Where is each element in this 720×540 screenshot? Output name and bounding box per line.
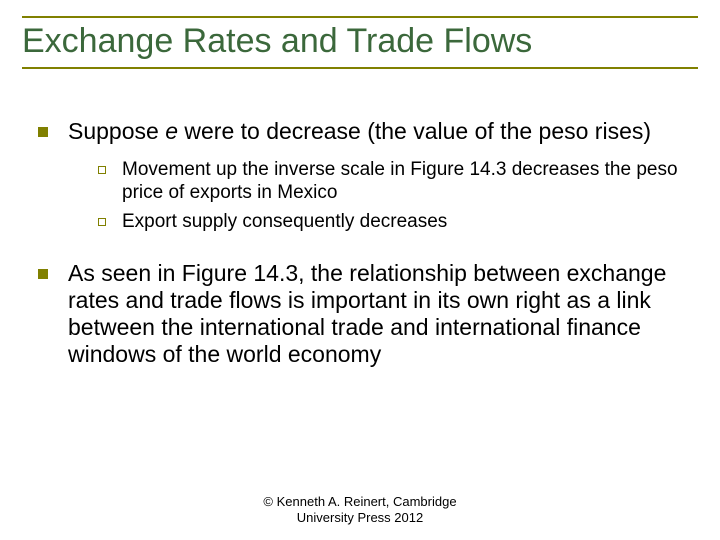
bullet-text: Suppose e were to decrease (the value of… — [68, 118, 686, 242]
bullet-item: Suppose e were to decrease (the value of… — [38, 118, 686, 242]
bullet-text-emph: e — [165, 118, 178, 144]
hollow-square-bullet-icon — [98, 218, 106, 226]
bullet-item: As seen in Figure 14.3, the relationship… — [38, 260, 686, 369]
footer-line2: University Press 2012 — [0, 510, 720, 526]
sub-bullet-text: Movement up the inverse scale in Figure … — [122, 159, 686, 205]
slide: Exchange Rates and Trade Flows Suppose e… — [0, 0, 720, 540]
square-bullet-icon — [38, 269, 48, 279]
content-area: Suppose e were to decrease (the value of… — [38, 118, 686, 386]
sub-bullet-item: Movement up the inverse scale in Figure … — [98, 159, 686, 205]
sub-bullet-item: Export supply consequently decreases — [98, 211, 686, 234]
title-underline — [22, 67, 698, 69]
footer-line1: © Kenneth A. Reinert, Cambridge — [0, 494, 720, 510]
title-block: Exchange Rates and Trade Flows — [22, 16, 698, 69]
footer: © Kenneth A. Reinert, Cambridge Universi… — [0, 494, 720, 527]
bullet-text-post: were to decrease (the value of the peso … — [178, 118, 651, 144]
sub-bullet-text: Export supply consequently decreases — [122, 211, 686, 234]
slide-title: Exchange Rates and Trade Flows — [22, 22, 698, 67]
square-bullet-icon — [38, 127, 48, 137]
title-top-rule — [22, 16, 698, 18]
sub-bullet-list: Movement up the inverse scale in Figure … — [68, 159, 686, 233]
bullet-text: As seen in Figure 14.3, the relationship… — [68, 260, 686, 369]
hollow-square-bullet-icon — [98, 166, 106, 174]
bullet-text-pre: Suppose — [68, 118, 165, 144]
